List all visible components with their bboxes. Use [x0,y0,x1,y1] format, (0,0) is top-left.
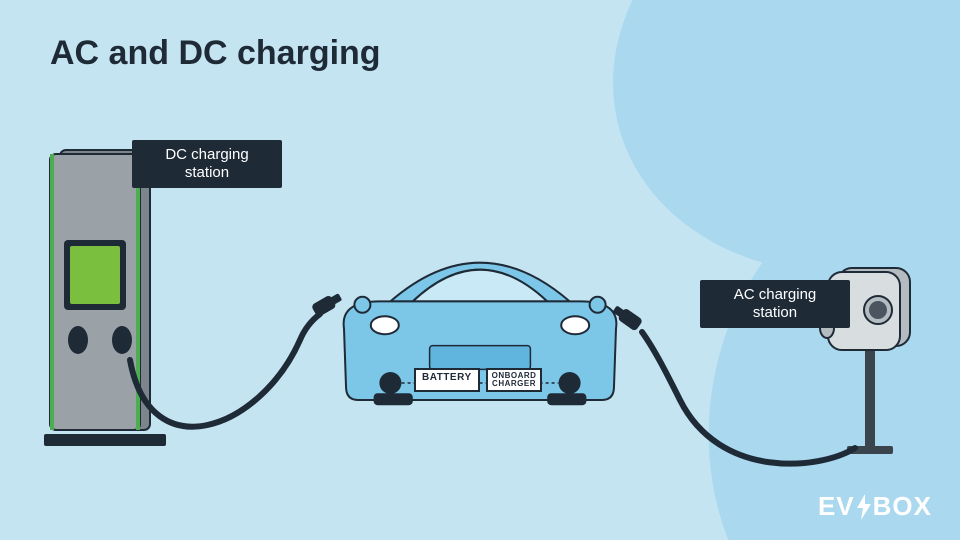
brand-text-pre: EV [818,491,855,522]
brand-text-post: BOX [873,491,932,522]
ac-station-label: AC chargingstation [700,280,850,328]
bolt-icon [855,494,873,520]
car-component-labels: BATTERY ONBOARDCHARGER [414,368,542,392]
dc-plug-icon [311,291,344,318]
dc-station-label: DC chargingstation [132,140,282,188]
ac-plug-icon [611,303,644,332]
cables [0,0,960,540]
infographic-canvas: AC and DC charging [0,0,960,540]
brand-logo: EV BOX [818,491,932,522]
onboard-charger-label: ONBOARDCHARGER [486,368,543,392]
battery-label: BATTERY [414,368,480,392]
